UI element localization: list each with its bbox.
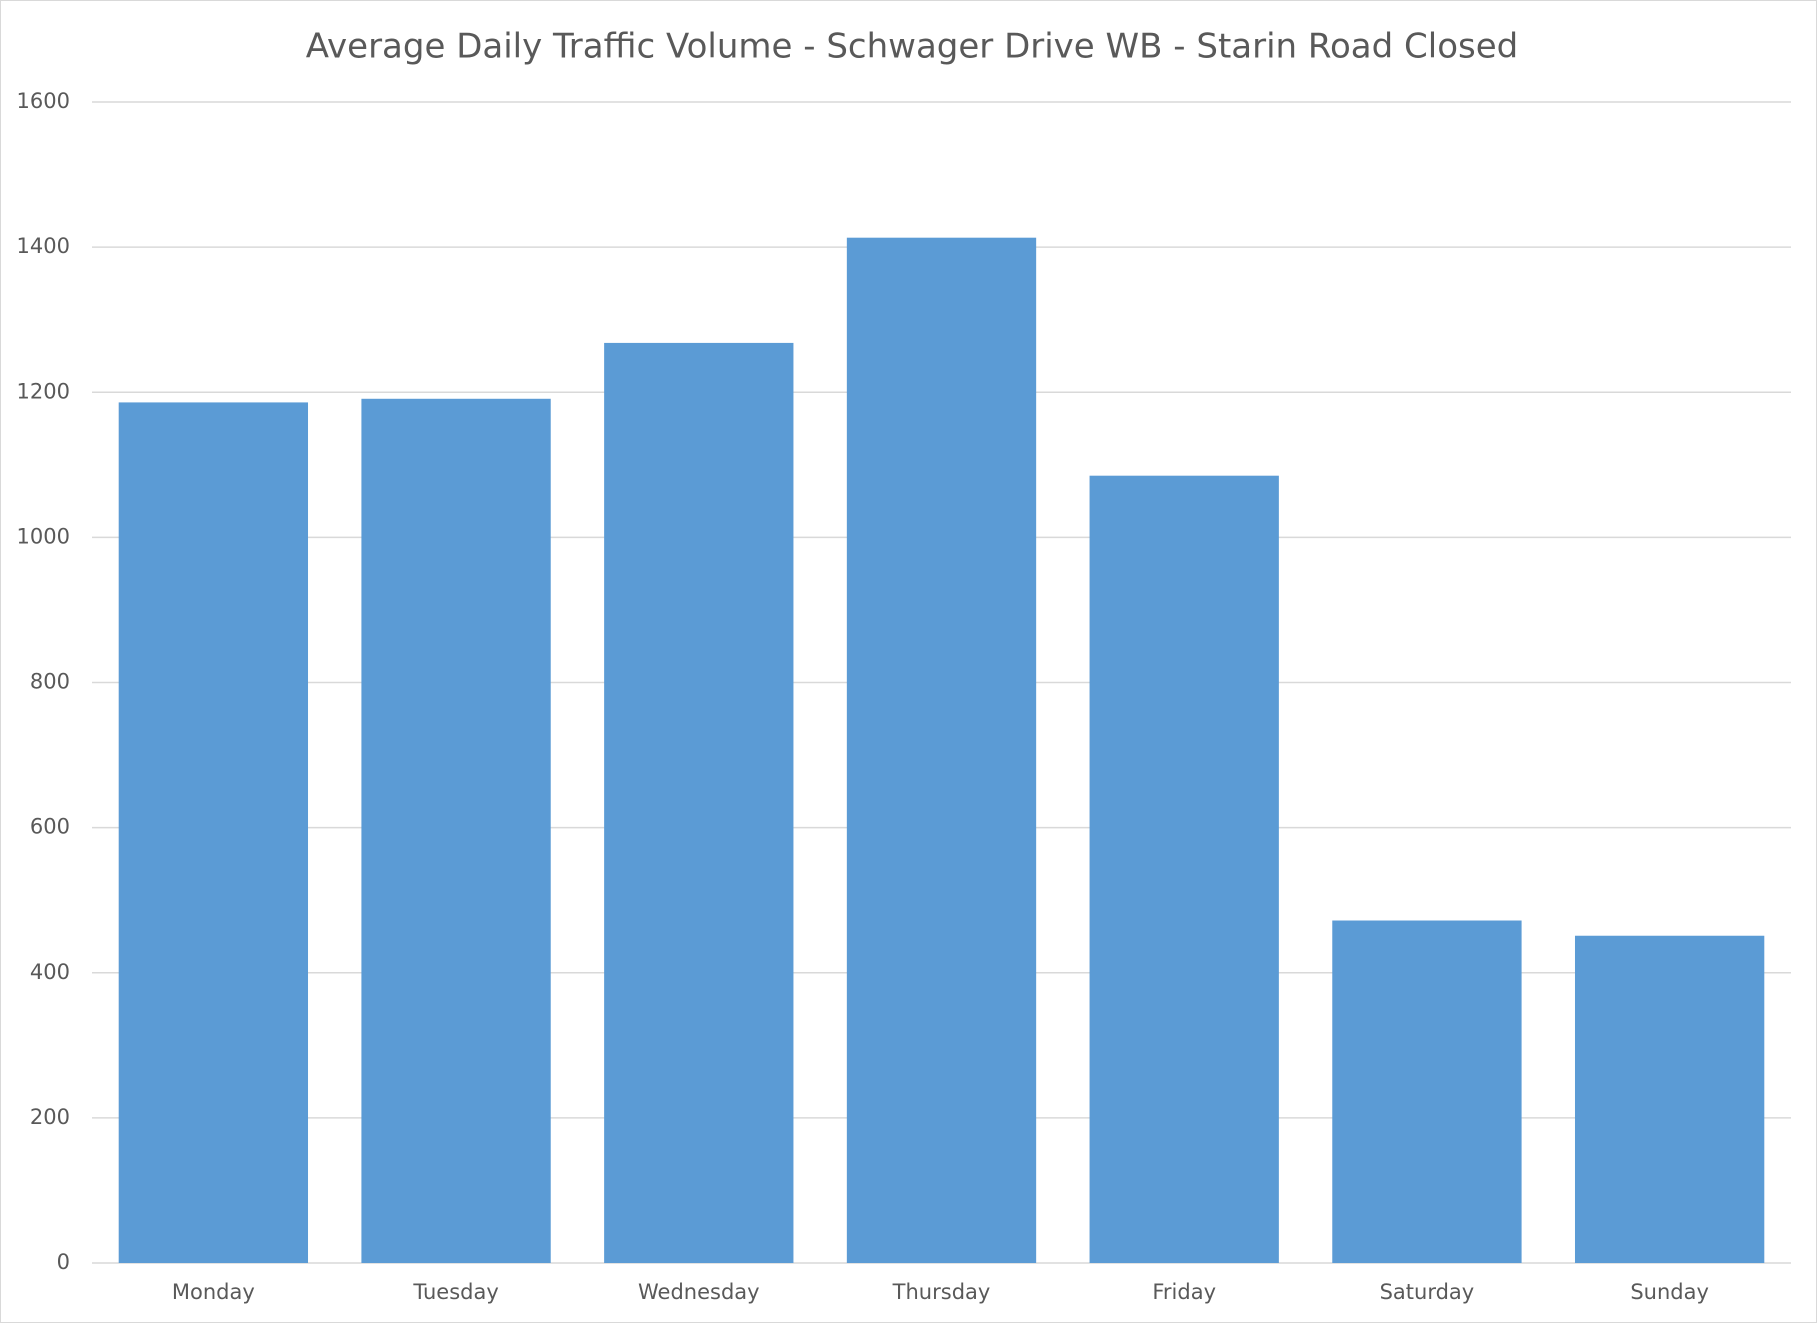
y-tick-label: 800 — [30, 670, 70, 694]
x-tick-label: Sunday — [1630, 1280, 1709, 1304]
x-tick-label: Wednesday — [638, 1280, 760, 1304]
bar — [1574, 935, 1765, 1263]
bar — [361, 398, 551, 1263]
y-tick-label: 600 — [30, 815, 70, 839]
y-tick-label: 1000 — [17, 524, 70, 548]
x-tick-label: Monday — [172, 1280, 255, 1304]
x-tick-label: Friday — [1152, 1280, 1216, 1304]
bar — [118, 402, 309, 1263]
bar — [1332, 920, 1522, 1263]
y-tick-label: 1400 — [17, 234, 70, 258]
y-tick-label: 0 — [57, 1250, 70, 1274]
x-tick-label: Saturday — [1380, 1280, 1475, 1304]
bar — [846, 237, 1037, 1263]
x-tick-label: Thursday — [892, 1280, 991, 1304]
y-tick-label: 1200 — [17, 379, 70, 403]
bar — [604, 342, 794, 1264]
bar — [1089, 475, 1279, 1263]
chart-title: Average Daily Traffic Volume - Schwager … — [306, 27, 1518, 67]
y-tick-label: 400 — [30, 960, 70, 984]
y-tick-label: 1600 — [17, 89, 70, 113]
x-tick-label: Tuesday — [412, 1280, 498, 1304]
y-tick-label: 200 — [30, 1105, 70, 1129]
